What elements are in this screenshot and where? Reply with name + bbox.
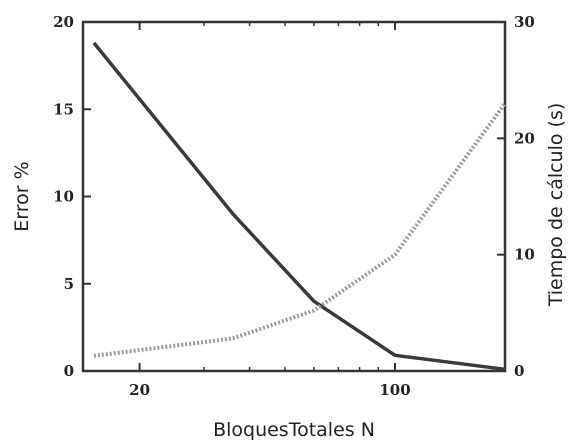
y-right-tick-label: 0 <box>514 362 524 380</box>
tick-labels-group: 0 5 10 15 20 0 10 20 30 20 100 <box>53 13 535 399</box>
y-axis-left-title: Error % <box>11 161 33 231</box>
y-right-tick-label: 20 <box>514 129 535 147</box>
ticks-group <box>83 21 505 372</box>
series-line-error <box>92 41 506 372</box>
y-right-tick-label: 10 <box>514 246 535 264</box>
y-left-tick-label: 15 <box>53 100 74 118</box>
y-left-tick-label: 0 <box>64 362 74 380</box>
y-left-tick-label: 20 <box>53 13 74 31</box>
x-axis-title: BloquesTotales N <box>213 419 375 441</box>
y-axis-right-title: Tiempo de cálculo (s) <box>545 103 567 308</box>
series-lines-group <box>92 41 507 372</box>
y-left-tick-label: 10 <box>53 188 74 206</box>
x-tick-label: 20 <box>129 381 150 399</box>
x-tick-label: 100 <box>379 381 410 399</box>
series-line-time <box>93 102 507 358</box>
y-left-tick-label: 5 <box>64 275 74 293</box>
y-right-tick-label: 30 <box>514 13 535 31</box>
